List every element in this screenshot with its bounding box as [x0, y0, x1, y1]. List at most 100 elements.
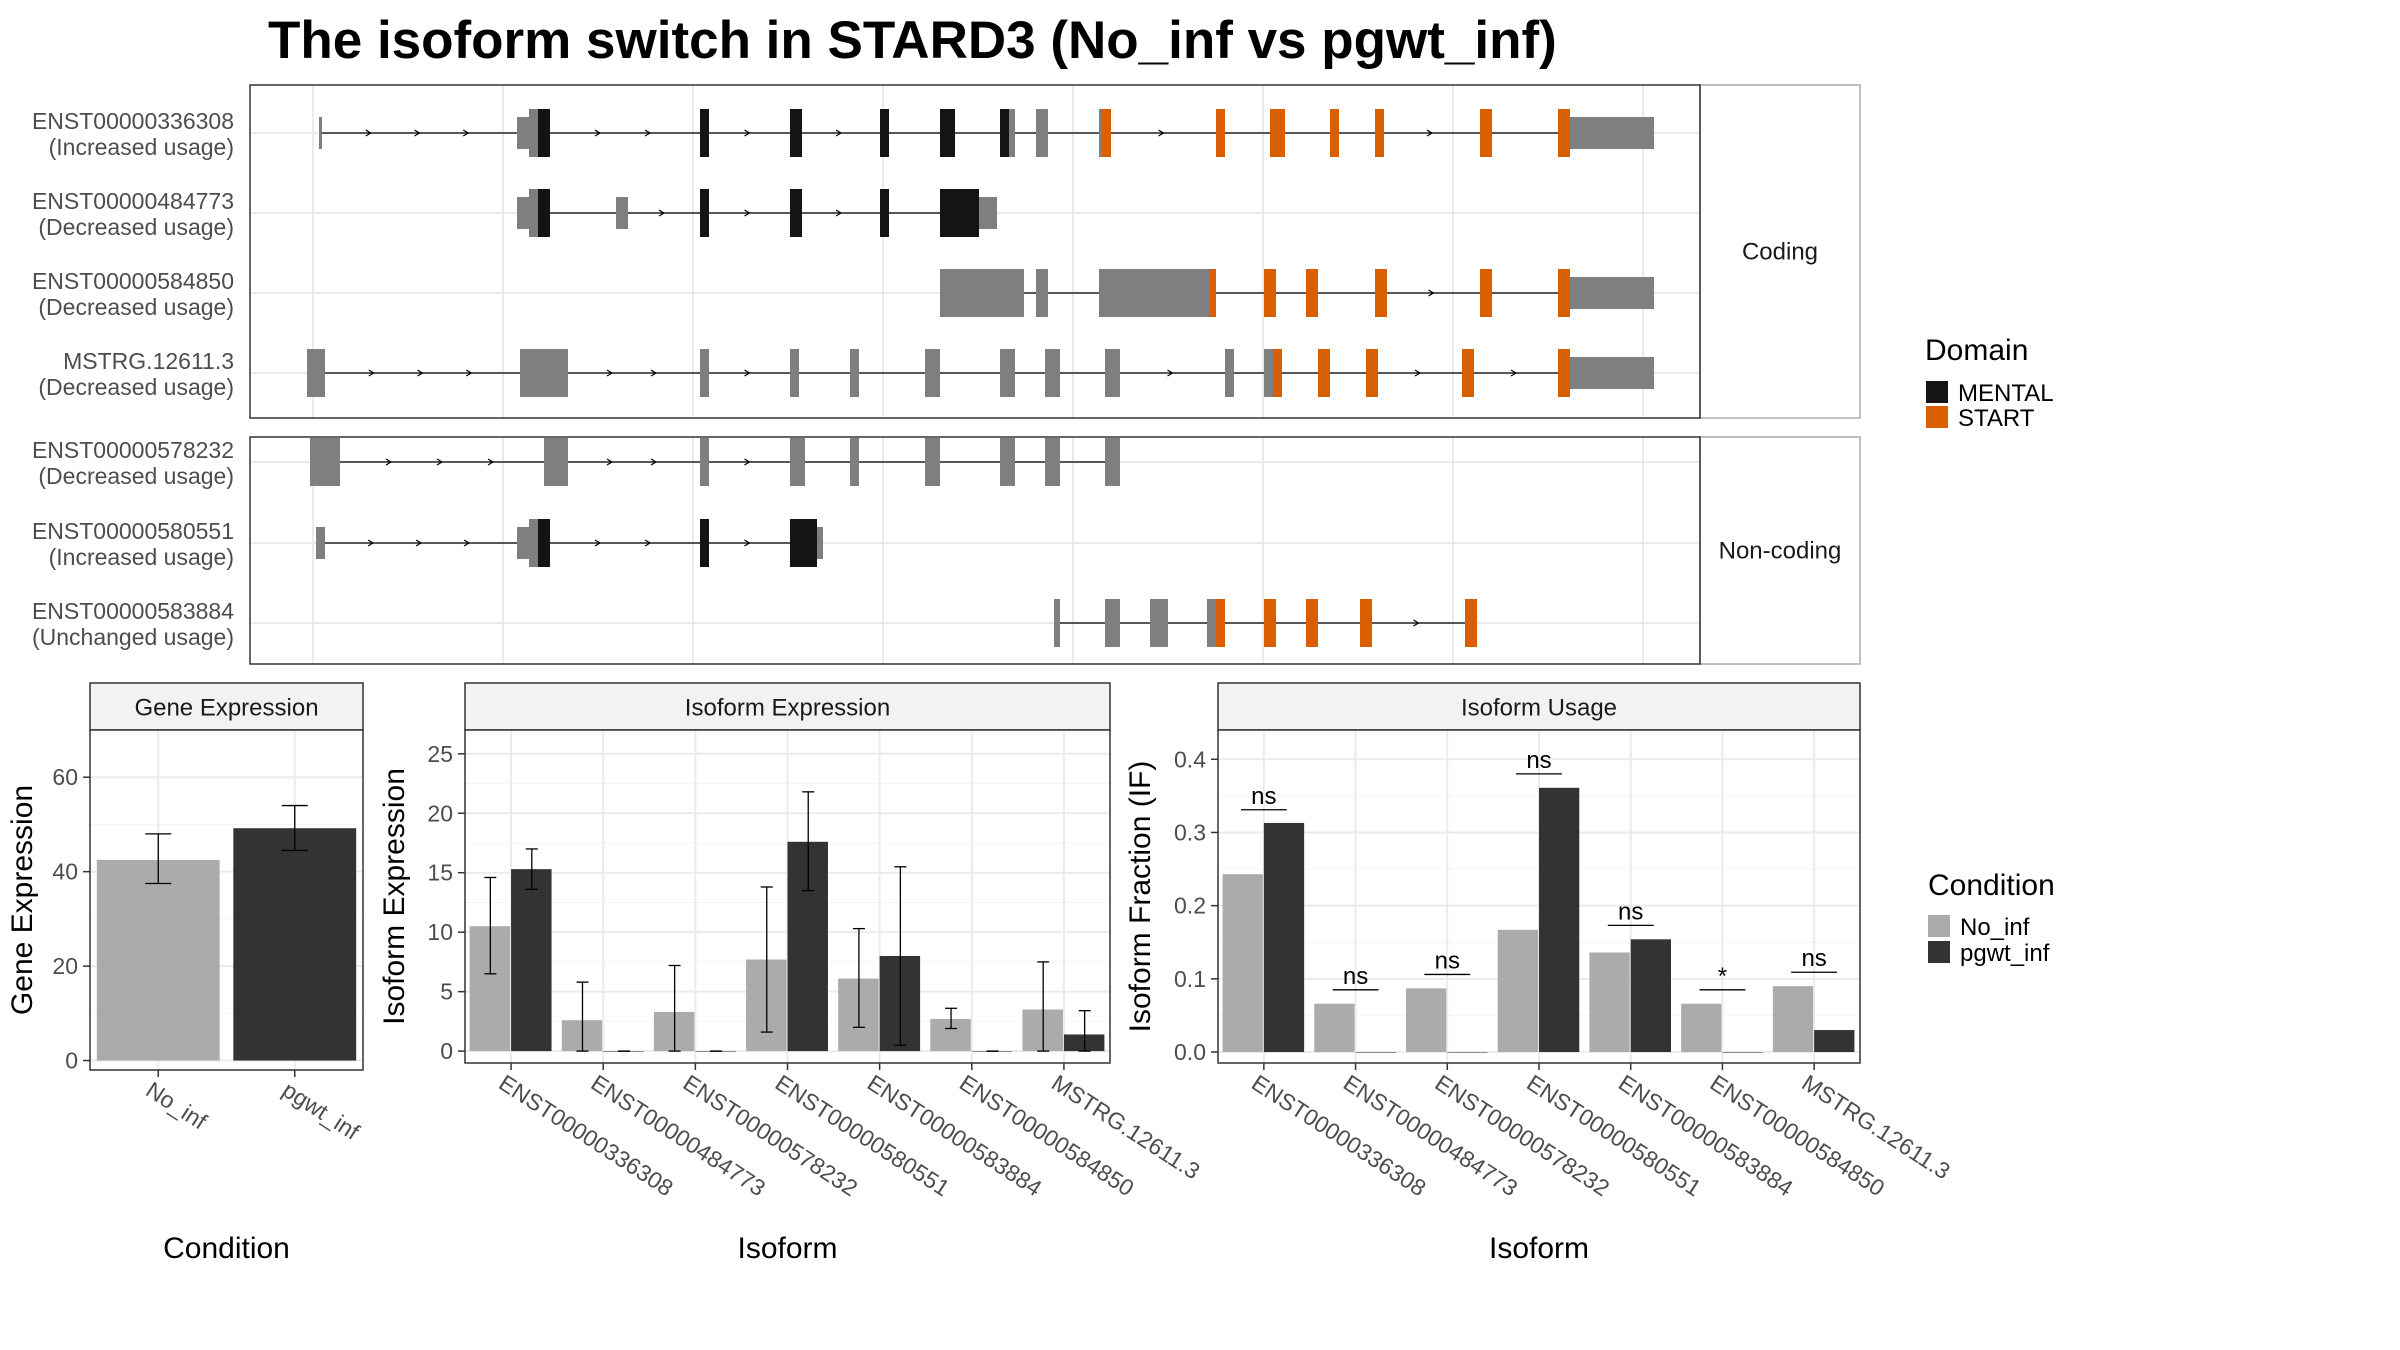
- exon-block-exon: [1099, 269, 1210, 317]
- exon-block-exon: [307, 349, 325, 397]
- exon-block-exon: [790, 349, 799, 397]
- exon-block-exon: [1150, 599, 1168, 647]
- bar-pgwt-inf: [1447, 1052, 1488, 1053]
- exon-block-exon: [1045, 349, 1060, 397]
- exon-block-exon: [850, 438, 859, 486]
- x-tick-label: ENST00000336308: [494, 1069, 678, 1201]
- structure-panel-border: [249, 436, 1701, 665]
- exon-block-exon: [850, 349, 859, 397]
- intron-arrow: [385, 458, 393, 466]
- exon-block-exon: [616, 197, 628, 229]
- isoform-id-label: ENST00000580551: [32, 518, 234, 544]
- exon-block-mental: [538, 109, 550, 157]
- exon-block-start: [1558, 349, 1570, 397]
- x-tick-label: pgwt_inf: [278, 1076, 365, 1145]
- exon-block-exon: [529, 519, 538, 567]
- exon-block-exon: [517, 197, 529, 229]
- exon-block-start: [1264, 269, 1276, 317]
- exon-block-exon: [925, 349, 940, 397]
- x-tick-label: ENST00000336308: [1247, 1069, 1431, 1201]
- exon-block-exon: [520, 349, 568, 397]
- y-tick-label: 0.4: [1174, 746, 1206, 772]
- exon-block-start: [1366, 349, 1378, 397]
- intron-arrow: [1510, 369, 1518, 377]
- x-tick-label: ENST00000584850: [955, 1069, 1139, 1201]
- exon-block-start: [1216, 109, 1225, 157]
- y-tick-label: 25: [427, 741, 453, 767]
- significance-label: ns: [1618, 898, 1643, 925]
- bar-no-inf: [1406, 988, 1447, 1053]
- intron-arrow: [465, 369, 473, 377]
- intron-arrow: [367, 539, 375, 547]
- intron-arrow: [1167, 369, 1174, 377]
- intron-arrow: [462, 129, 470, 137]
- bar-pgwt-inf: [1814, 1030, 1855, 1053]
- facet-label-coding: Coding: [1742, 239, 1818, 266]
- y-tick-label: 15: [427, 860, 453, 886]
- exon-block-exon: [1105, 349, 1120, 397]
- exon-block-exon: [319, 117, 322, 149]
- isoform-usage-label: (Unchanged usage): [32, 624, 234, 650]
- y-tick-label: 0.1: [1174, 966, 1206, 992]
- intron-arrow: [650, 369, 658, 377]
- exon-block-exon: [700, 438, 709, 486]
- exon-block-exon: [1225, 349, 1234, 397]
- isoform-id-label: ENST00000484773: [32, 188, 234, 214]
- intron-arrow: [606, 458, 614, 466]
- exon-block-start: [1558, 109, 1570, 157]
- y-tick-label: 5: [440, 979, 453, 1005]
- y-tick-label: 0.3: [1174, 819, 1206, 845]
- intron-arrow: [606, 369, 614, 377]
- exon-block-start: [1330, 109, 1339, 157]
- bar-no-inf: [96, 859, 220, 1061]
- bar-pgwt-inf: [1355, 1052, 1396, 1053]
- significance-label: ns: [1526, 747, 1551, 774]
- exon-block-exon: [817, 527, 823, 559]
- isoform-usage-label: (Decreased usage): [38, 214, 234, 240]
- domain-legend-label-start: START: [1958, 405, 2035, 432]
- exon-block-start: [1462, 349, 1474, 397]
- exon-block-mental: [880, 109, 889, 157]
- exon-block-start: [1480, 269, 1492, 317]
- exon-block-start: [1216, 599, 1225, 647]
- x-tick-label: ENST00000580551: [1522, 1069, 1706, 1201]
- exon-block-exon: [979, 197, 997, 229]
- intron-arrow: [368, 369, 375, 377]
- panel-strip: [464, 682, 1111, 731]
- exon-block-exon: [700, 349, 709, 397]
- bar-no-inf: [1222, 874, 1263, 1053]
- facet-strip-non-coding: [1699, 436, 1861, 665]
- exon-block-exon: [1105, 599, 1120, 647]
- y-tick-label: 0.0: [1174, 1039, 1206, 1065]
- intron-arrow: [650, 458, 658, 466]
- exon-block-exon: [1207, 599, 1216, 647]
- exon-block-start: [1102, 109, 1111, 157]
- intron-arrow: [835, 129, 843, 137]
- intron-arrow: [1413, 619, 1420, 627]
- exon-block-exon: [1099, 109, 1102, 157]
- bar-pgwt-inf: [511, 869, 552, 1052]
- figure-title: The isoform switch in STARD3 (No_inf vs …: [268, 11, 1557, 70]
- intron-arrow: [744, 129, 751, 137]
- exon-block-start: [1264, 599, 1276, 647]
- panel-border: [1217, 729, 1861, 1064]
- isoform-usage-label: (Increased usage): [49, 134, 234, 160]
- significance-label: *: [1718, 963, 1727, 990]
- y-tick-label: 10: [427, 919, 453, 945]
- exon-block-exon: [1000, 349, 1015, 397]
- exon-block-exon: [1570, 357, 1654, 389]
- exon-block-exon: [1570, 117, 1654, 149]
- y-axis-title: Gene Expression: [6, 785, 39, 1015]
- isoform-expression-panel: Isoform Expression 0 5 10 15 20 25 ENST00000336…: [378, 682, 1205, 1265]
- intron-arrow: [744, 539, 751, 547]
- intron-arrow: [594, 539, 602, 547]
- y-tick-label: 20: [427, 800, 453, 826]
- exon-block-exon: [790, 438, 805, 486]
- exon-block-start: [1306, 599, 1318, 647]
- bar-no-inf: [1497, 929, 1538, 1053]
- exon-block-exon: [517, 527, 529, 559]
- bar-pgwt-inf: [1630, 939, 1671, 1053]
- y-tick-label: 0: [440, 1038, 453, 1064]
- x-tick-label: MSTRG.12611.3: [1047, 1069, 1204, 1184]
